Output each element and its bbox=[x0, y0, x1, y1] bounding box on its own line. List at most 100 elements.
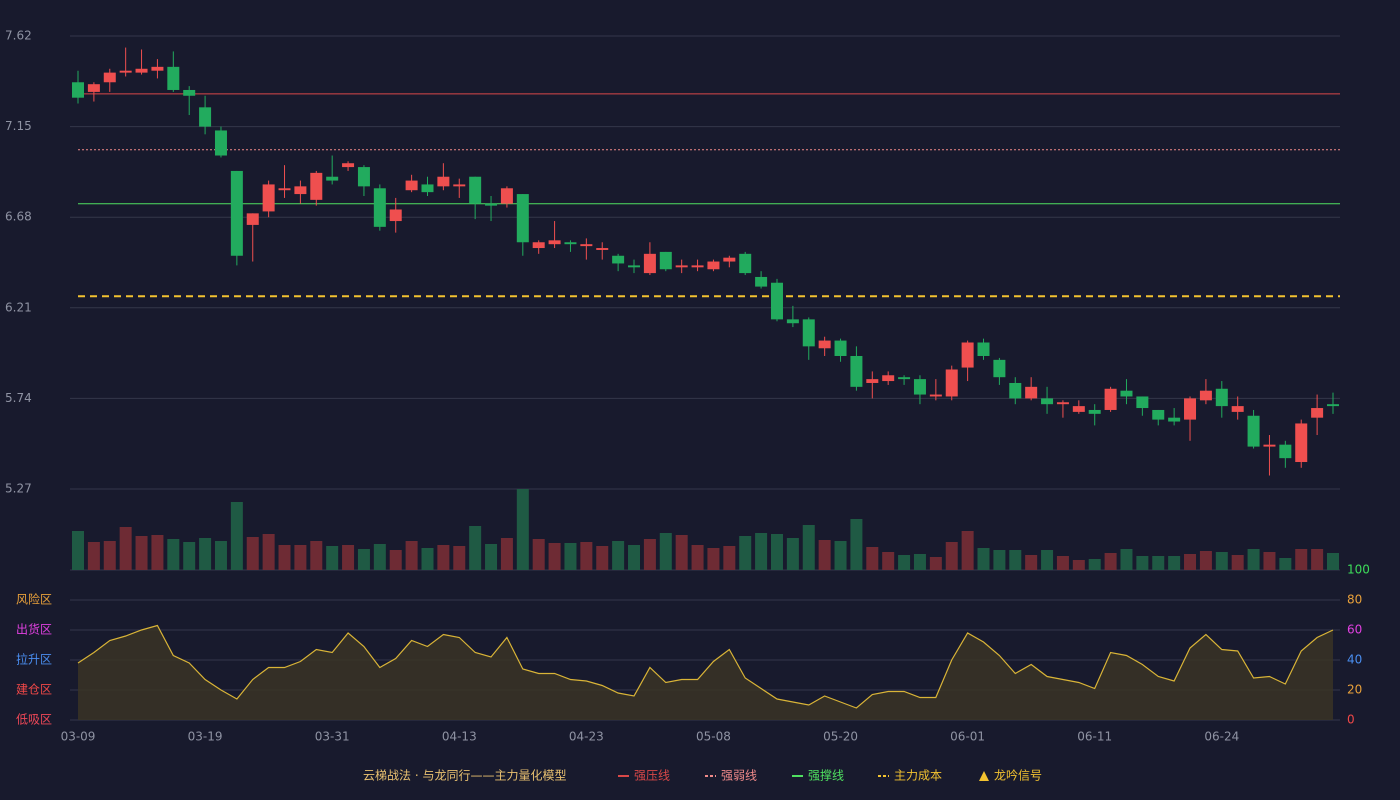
candle-body bbox=[755, 276, 768, 287]
volume-bar bbox=[675, 535, 688, 570]
candle-body bbox=[135, 68, 148, 73]
candle-body bbox=[1199, 390, 1212, 401]
candle-body bbox=[850, 355, 863, 387]
legend-label: 强压线 bbox=[634, 769, 670, 783]
x-tick-label: 06-11 bbox=[1077, 730, 1112, 744]
volume-bar bbox=[246, 537, 259, 570]
candle-body bbox=[1311, 408, 1324, 418]
x-tick-label: 06-01 bbox=[950, 730, 985, 744]
candle-body bbox=[310, 172, 323, 200]
oscillator-line bbox=[77, 624, 1334, 709]
candle-body bbox=[739, 253, 752, 274]
volume-bar bbox=[898, 555, 911, 570]
volume-bar bbox=[1025, 555, 1038, 570]
volume-bar bbox=[929, 557, 942, 570]
volume-bar bbox=[310, 541, 323, 570]
y2-tick-label: 20 bbox=[1347, 683, 1362, 697]
candle-body bbox=[913, 379, 926, 395]
x-tick-label: 03-19 bbox=[188, 730, 223, 744]
candle-body bbox=[898, 377, 911, 380]
x-tick-label: 06-24 bbox=[1204, 730, 1239, 744]
candle-body bbox=[167, 66, 180, 90]
zone-label: 风险区 bbox=[16, 592, 52, 607]
candle-body bbox=[437, 176, 450, 187]
candle-body bbox=[1041, 398, 1054, 405]
legend-label: 主力成本 bbox=[894, 769, 942, 783]
volume-bar bbox=[453, 546, 466, 570]
volume-bar bbox=[1041, 550, 1054, 570]
volume-bar bbox=[1184, 554, 1197, 570]
volume-bar bbox=[1009, 550, 1022, 570]
candle-body bbox=[199, 107, 212, 127]
candle-body bbox=[1120, 390, 1133, 397]
volume-bar bbox=[961, 531, 974, 570]
candle-body bbox=[786, 319, 799, 324]
volume-bar bbox=[723, 546, 736, 570]
candle-body bbox=[580, 244, 593, 247]
candle-body bbox=[72, 82, 84, 98]
candle-body bbox=[485, 203, 498, 206]
y-tick-label: 6.68 bbox=[5, 210, 32, 224]
zone-label: 建仓区 bbox=[16, 683, 52, 697]
volume-bar bbox=[866, 547, 879, 570]
candle-body bbox=[278, 188, 291, 191]
volume-bar bbox=[1311, 549, 1324, 570]
candle-body bbox=[643, 253, 656, 274]
volume-bar bbox=[643, 539, 656, 570]
volume-bar bbox=[1263, 552, 1276, 570]
volume-bar bbox=[135, 536, 148, 570]
oscillator-area bbox=[78, 625, 1333, 720]
candle-body bbox=[659, 251, 672, 270]
candle-body bbox=[1136, 396, 1149, 409]
volume-bar bbox=[1104, 553, 1117, 570]
x-tick-label: 03-09 bbox=[61, 730, 96, 744]
volume-bar bbox=[628, 545, 641, 570]
candle-body bbox=[500, 188, 513, 204]
candle-body bbox=[183, 89, 196, 96]
volume-bar bbox=[786, 538, 799, 570]
volume-bar bbox=[707, 548, 720, 570]
y-tick-label: 5.74 bbox=[5, 391, 32, 405]
volume-bar bbox=[214, 541, 227, 570]
volume-bar bbox=[485, 544, 498, 570]
candle-body bbox=[516, 194, 529, 243]
candle-body bbox=[373, 188, 386, 227]
volume-bar bbox=[993, 550, 1006, 570]
candle-body bbox=[548, 240, 561, 245]
volume-bar bbox=[278, 545, 291, 570]
y-tick-label: 6.21 bbox=[5, 300, 32, 314]
candle-body bbox=[469, 176, 482, 204]
volume-bar bbox=[770, 534, 783, 570]
volume-bar bbox=[72, 531, 84, 570]
volume-bar bbox=[262, 534, 275, 570]
candle-body bbox=[596, 248, 609, 250]
candle-body bbox=[151, 66, 164, 71]
candle-body bbox=[405, 180, 418, 191]
volume-bar bbox=[119, 527, 132, 570]
volume-bar bbox=[977, 548, 990, 570]
candle-body bbox=[357, 167, 370, 187]
candle-body bbox=[1088, 409, 1101, 414]
legend-label: 强撑线 bbox=[808, 768, 844, 783]
volume-bar bbox=[1072, 560, 1085, 570]
candle-body bbox=[707, 261, 720, 270]
x-tick-label: 05-08 bbox=[696, 730, 731, 744]
legend-icon bbox=[979, 771, 989, 781]
volume-bar bbox=[1199, 551, 1212, 570]
volume-bar bbox=[357, 549, 370, 570]
volume-bar bbox=[373, 544, 386, 570]
volume-bar bbox=[802, 525, 815, 570]
candle-body bbox=[691, 265, 704, 268]
zone-label: 出货区 bbox=[16, 622, 52, 637]
candle-body bbox=[1072, 406, 1085, 412]
candle-body bbox=[1295, 423, 1308, 463]
y2-tick-label: 80 bbox=[1347, 593, 1362, 607]
x-tick-label: 04-23 bbox=[569, 730, 604, 744]
candle-body bbox=[294, 186, 307, 195]
y2-tick-label: 100 bbox=[1347, 563, 1370, 577]
volume-bar bbox=[389, 550, 402, 570]
volume-bar bbox=[913, 554, 926, 570]
candle-body bbox=[1279, 444, 1292, 459]
